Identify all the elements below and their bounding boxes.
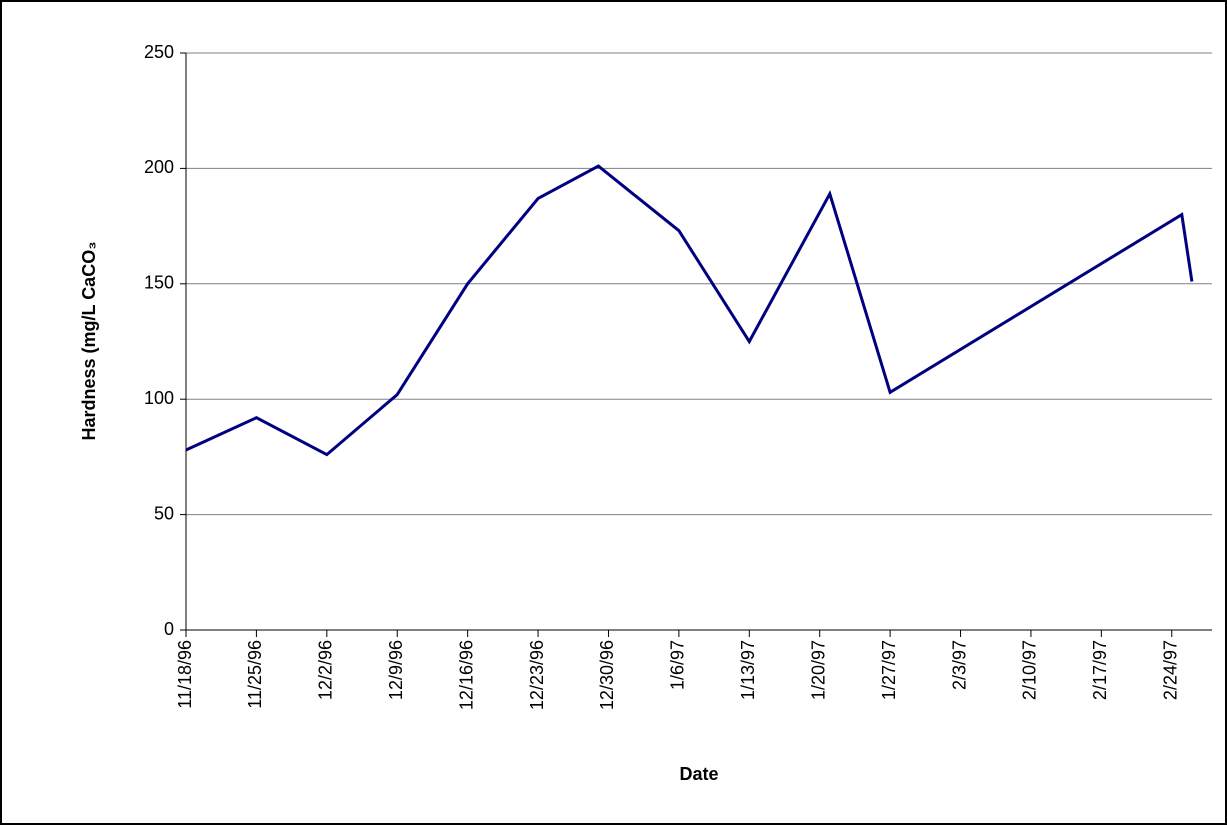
x-tick-label: 12/16/96 — [456, 640, 476, 710]
x-axis-title: Date — [679, 764, 718, 784]
x-tick-label: 11/25/96 — [245, 640, 265, 709]
y-tick-label: 200 — [144, 157, 174, 177]
x-tick-label: 2/3/97 — [949, 640, 969, 690]
x-tick-label: 1/6/97 — [668, 640, 688, 690]
x-tick-label: 12/30/96 — [597, 640, 617, 710]
y-tick-label: 150 — [144, 273, 174, 293]
x-tick-label: 12/2/96 — [316, 640, 336, 700]
x-tick-label: 2/24/97 — [1161, 640, 1181, 700]
data-line — [185, 164, 1194, 457]
x-tick-label: 2/10/97 — [1020, 640, 1040, 700]
x-tick-label: 2/17/97 — [1090, 640, 1110, 700]
y-tick-label: 250 — [144, 42, 174, 62]
x-tick-label: 1/20/97 — [808, 640, 828, 700]
x-tick-label: 1/13/97 — [738, 640, 758, 700]
x-tick-label: 12/23/96 — [527, 640, 547, 710]
x-tick-label: 1/27/97 — [879, 640, 899, 700]
y-tick-label: 50 — [154, 503, 174, 523]
x-tick-label: 11/18/96 — [175, 640, 195, 709]
y-tick-label: 0 — [164, 619, 174, 639]
y-tick-label: 100 — [144, 388, 174, 408]
y-axis-title: Hardness (mg/L CaCO₃ — [79, 241, 99, 440]
x-tick-label: 12/9/96 — [386, 640, 406, 700]
